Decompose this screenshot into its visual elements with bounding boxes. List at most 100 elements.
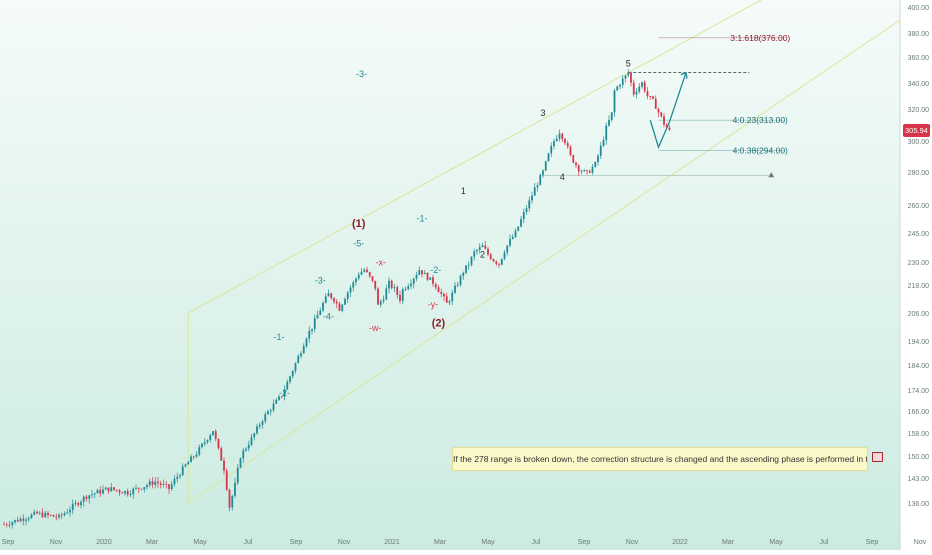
candle-body [553, 141, 555, 147]
candle-body [269, 410, 272, 412]
candle-body [71, 503, 74, 511]
candle-body [492, 259, 495, 262]
candle-body [14, 519, 16, 523]
candle-body [509, 238, 511, 246]
candle-body [33, 511, 36, 515]
y-tick-label: 230.00 [908, 260, 930, 267]
candle-body [470, 256, 473, 265]
current-price-badge: 305.94 [903, 124, 930, 137]
candle-body [113, 487, 115, 490]
candle-body [294, 363, 297, 372]
candle-body [602, 140, 605, 146]
candle-body [58, 514, 60, 518]
candle-body [110, 487, 113, 492]
candle-body [341, 304, 344, 311]
candle-body [445, 296, 448, 303]
candle-body [77, 502, 80, 506]
candle-body [41, 512, 44, 517]
candle-body [157, 481, 159, 484]
candle-body [478, 247, 481, 251]
candle-body [407, 285, 410, 290]
wave-label: -3- [315, 276, 326, 286]
note-flag-icon[interactable] [872, 452, 883, 462]
candle-body [388, 280, 390, 289]
candle-body [253, 433, 256, 438]
candle-body [522, 212, 525, 220]
candle-body [462, 272, 465, 276]
candle-body [143, 487, 146, 490]
annotation-note[interactable]: If the 278 range is broken down, the cor… [452, 447, 868, 471]
candle-body [302, 346, 305, 354]
candle-body [60, 514, 63, 516]
candle-body [434, 283, 437, 288]
candle-body [476, 250, 478, 252]
candle-body [577, 165, 580, 172]
candle-body [132, 488, 135, 495]
candle-body [96, 489, 99, 494]
candle-body [184, 464, 187, 467]
candle-body [250, 437, 253, 445]
candle-body [495, 261, 498, 264]
candle-body [632, 82, 635, 95]
candle-body [245, 448, 247, 451]
candle-body [261, 421, 264, 425]
candle-body [121, 492, 124, 494]
wave-label: -2- [279, 388, 290, 398]
candle-body [308, 330, 311, 339]
candle-body [627, 72, 630, 76]
y-tick-label: 320.00 [908, 107, 930, 114]
candle-body [401, 289, 404, 301]
x-tick-label: Sep [290, 539, 303, 546]
candle-body [135, 487, 137, 489]
y-tick-label: 206.00 [908, 311, 930, 318]
candle-body [291, 371, 294, 377]
candle-body [228, 489, 231, 508]
candle-body [547, 153, 550, 162]
candle-body [212, 431, 214, 436]
candle-body [597, 155, 599, 163]
candle-body [459, 275, 462, 285]
candle-body [30, 514, 33, 519]
candle-body [511, 236, 514, 239]
candle-body [517, 226, 520, 231]
candle-body [481, 245, 484, 248]
y-tick-label: 136.00 [908, 501, 930, 508]
candle-body [503, 252, 506, 259]
candle-body [357, 274, 360, 279]
candle-body [652, 96, 654, 99]
candle-body [286, 381, 289, 390]
x-tick-label: May [193, 539, 207, 546]
candle-body [91, 494, 93, 496]
candle-body [338, 303, 341, 311]
candle-body [437, 287, 440, 293]
candle-body [368, 272, 371, 277]
x-tick-label: Jul [820, 539, 829, 546]
projection-path [649, 71, 688, 150]
candle-body [275, 399, 278, 404]
candle-body [319, 310, 322, 315]
candle-body [371, 276, 374, 281]
candle-body [146, 485, 148, 488]
candle-body [242, 450, 245, 459]
candle-body [324, 296, 327, 303]
candle-body [63, 513, 66, 516]
candle-body [566, 143, 569, 147]
candle-body [88, 495, 91, 499]
candle-body [588, 171, 591, 173]
candle-body [352, 282, 355, 288]
candle-body [423, 272, 426, 275]
candle-body [170, 484, 173, 490]
candle-body [311, 328, 313, 331]
candle-body [564, 139, 566, 144]
candle-body [333, 298, 335, 302]
candle-body [363, 269, 366, 272]
candle-body [605, 125, 608, 141]
x-tick-label: Mar [434, 539, 447, 546]
candle-body [11, 522, 14, 525]
x-tick-label: Jul [244, 539, 253, 546]
x-tick-label: 2022 [672, 539, 688, 546]
candle-body [220, 448, 223, 461]
candle-body [412, 278, 415, 284]
